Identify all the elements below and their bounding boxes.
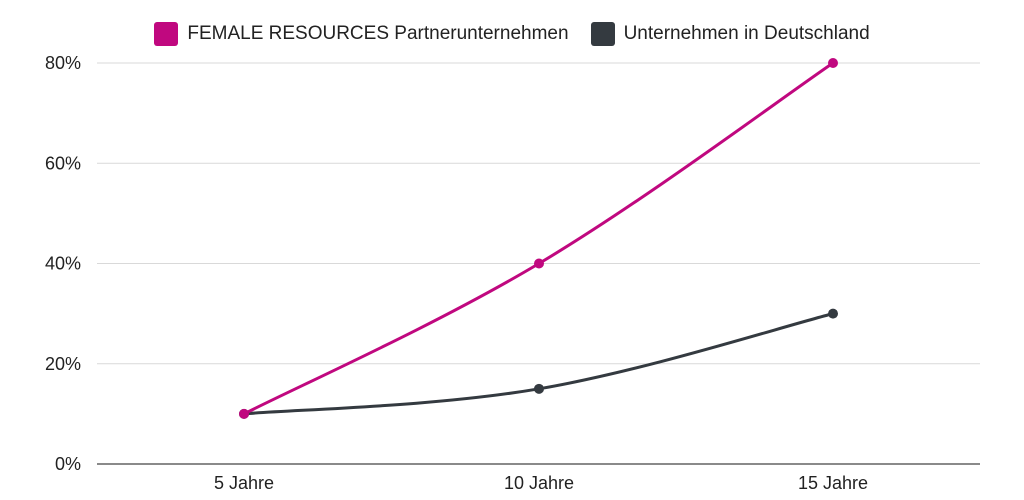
legend: FEMALE RESOURCES Partnerunternehmen Unte…: [0, 22, 1024, 46]
data-point-series-1: [828, 308, 838, 319]
y-tick-label: 20%: [45, 354, 81, 374]
legend-swatch-unternehmen: [590, 22, 615, 46]
legend-swatch-female-resources: [154, 22, 179, 46]
legend-label-female-resources: FEMALE RESOURCES Partnerunternehmen: [187, 23, 569, 44]
y-tick-label: 40%: [45, 254, 81, 274]
x-tick-label: 10 Jahre: [504, 473, 574, 493]
y-tick-label: 0%: [55, 454, 81, 474]
data-point-series-0: [828, 58, 838, 68]
x-tick-label: 15 Jahre: [798, 473, 868, 493]
y-tick-label: 80%: [45, 53, 81, 73]
legend-label-unternehmen: Unternehmen in Deutschland: [623, 23, 870, 44]
x-tick-label: 5 Jahre: [214, 473, 274, 493]
series-line-0: [242, 61, 835, 416]
data-point-series-1: [534, 383, 544, 394]
legend-item-female-resources: FEMALE RESOURCES Partnerunternehmen: [154, 22, 569, 46]
legend-item-unternehmen: Unternehmen in Deutschland: [590, 22, 870, 46]
y-tick-label: 60%: [45, 153, 81, 173]
data-point-series-0: [534, 258, 544, 269]
data-point-series-0: [239, 408, 249, 419]
